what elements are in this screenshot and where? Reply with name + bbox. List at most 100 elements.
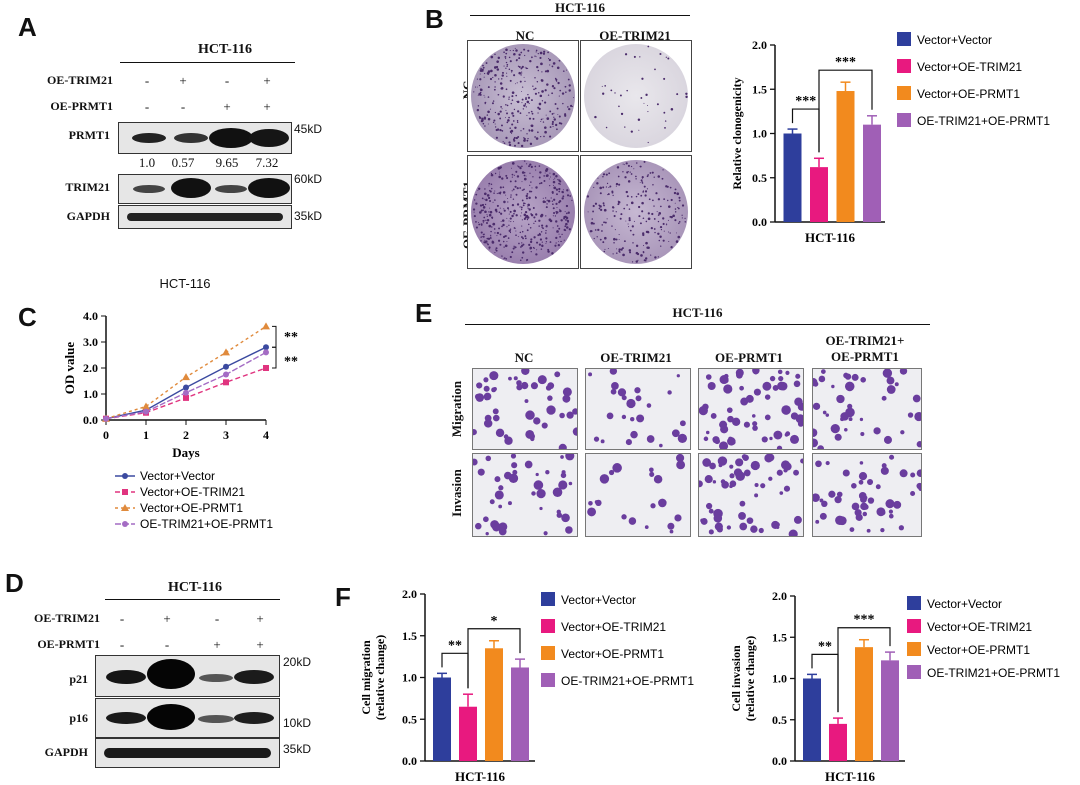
western-blot-gapdh-d — [95, 738, 280, 768]
texture-dot — [858, 492, 867, 500]
texture-dot — [681, 217, 683, 219]
texture-dot — [542, 118, 544, 120]
bar — [863, 124, 881, 222]
panel-a-row-label-2: OE-PRMT1 — [50, 99, 113, 113]
texture-dot — [641, 182, 644, 184]
texture-dot — [536, 65, 539, 69]
texture-dot — [551, 252, 554, 255]
x-axis-label: HCT-116 — [455, 769, 506, 783]
texture-dot — [914, 411, 921, 422]
texture-dot — [481, 68, 484, 71]
texture-dot — [604, 84, 607, 87]
texture-dot — [485, 240, 488, 243]
texture-dot — [675, 232, 677, 234]
texture-dot — [521, 66, 524, 69]
texture-dot — [492, 100, 495, 102]
texture-dot — [506, 217, 508, 219]
texture-dot — [637, 193, 640, 195]
y-tick-label: 1.5 — [402, 629, 417, 643]
texture-dot — [486, 219, 490, 222]
texture-dot — [630, 130, 633, 133]
texture-dot — [502, 141, 504, 143]
texture-dot — [703, 436, 709, 442]
texture-dot — [637, 205, 641, 209]
texture-dot — [795, 373, 801, 379]
data-point — [143, 408, 149, 415]
texture-dot — [538, 243, 541, 246]
texture-dot — [494, 490, 504, 500]
y-tick-label: 2.0 — [772, 589, 787, 603]
texture-dot — [490, 172, 493, 175]
western-blot-p21 — [95, 655, 280, 697]
texture-dot — [546, 69, 550, 73]
texture-dot — [789, 434, 800, 444]
texture-dot — [885, 499, 895, 509]
texture-dot — [525, 410, 535, 420]
texture-dot — [491, 218, 493, 220]
bar — [855, 647, 873, 761]
texture-dot — [537, 112, 539, 114]
texture-dot — [531, 187, 533, 189]
texture-dot — [501, 71, 504, 74]
panel-d-cell-line: HCT-116 — [168, 580, 222, 595]
texture-dot — [670, 246, 673, 249]
texture-dot — [598, 207, 601, 210]
texture-dot — [503, 434, 509, 439]
colony-image-nc-oe-trim21 — [580, 40, 692, 152]
texture-dot — [506, 226, 508, 228]
texture-dot — [710, 413, 717, 419]
texture-dot — [565, 204, 569, 208]
texture-dot — [507, 501, 512, 506]
texture-dot — [523, 213, 527, 217]
texture-dot — [760, 483, 766, 489]
texture-dot — [514, 47, 516, 49]
texture-dot — [528, 223, 530, 226]
texture-dot — [513, 136, 516, 139]
texture-dot — [665, 185, 668, 188]
texture-dot — [505, 52, 508, 55]
texture-dot — [520, 206, 523, 209]
texture-dot — [547, 199, 551, 203]
texture-dot — [559, 412, 565, 419]
panel-a-sign: - — [144, 73, 150, 88]
texture-dot — [494, 126, 497, 128]
texture-dot — [556, 80, 558, 82]
texture-dot — [527, 93, 529, 96]
texture-dot — [504, 244, 508, 248]
texture-dot — [538, 219, 541, 222]
texture-dot — [526, 139, 529, 142]
texture-dot — [521, 189, 524, 191]
texture-dot — [553, 116, 555, 118]
texture-dot — [559, 60, 561, 62]
texture-dot — [477, 94, 479, 96]
texture-dot — [512, 198, 515, 200]
texture-dot — [907, 412, 914, 418]
texture-dot — [604, 236, 607, 240]
texture-dot — [510, 102, 513, 105]
texture-dot — [520, 74, 522, 76]
texture-dot — [548, 58, 550, 60]
texture-dot — [562, 394, 571, 403]
texture-dot — [644, 525, 649, 529]
texture-dot — [523, 188, 525, 191]
texture-dot — [663, 77, 666, 80]
texture-dot — [675, 240, 679, 243]
texture-dot — [483, 94, 485, 96]
y-tick-label: 0.5 — [752, 171, 767, 185]
legend-label: OE-TRIM21+OE-PRMT1 — [917, 114, 1050, 128]
y-tick-label: 3.0 — [83, 335, 98, 349]
texture-dot — [610, 388, 617, 395]
texture-dot — [541, 224, 544, 227]
texture-dot — [525, 67, 528, 70]
texture-dot — [617, 200, 621, 204]
texture-dot — [496, 235, 498, 237]
texture-dot — [511, 167, 512, 169]
data-point — [263, 349, 269, 356]
texture-dot — [530, 250, 532, 253]
y-tick-label: 0.5 — [402, 712, 417, 726]
texture-dot — [569, 195, 572, 197]
y-tick-label: 0.5 — [772, 713, 787, 727]
texture-dot — [769, 436, 773, 441]
texture-dot — [778, 375, 784, 382]
texture-dot — [519, 187, 522, 189]
